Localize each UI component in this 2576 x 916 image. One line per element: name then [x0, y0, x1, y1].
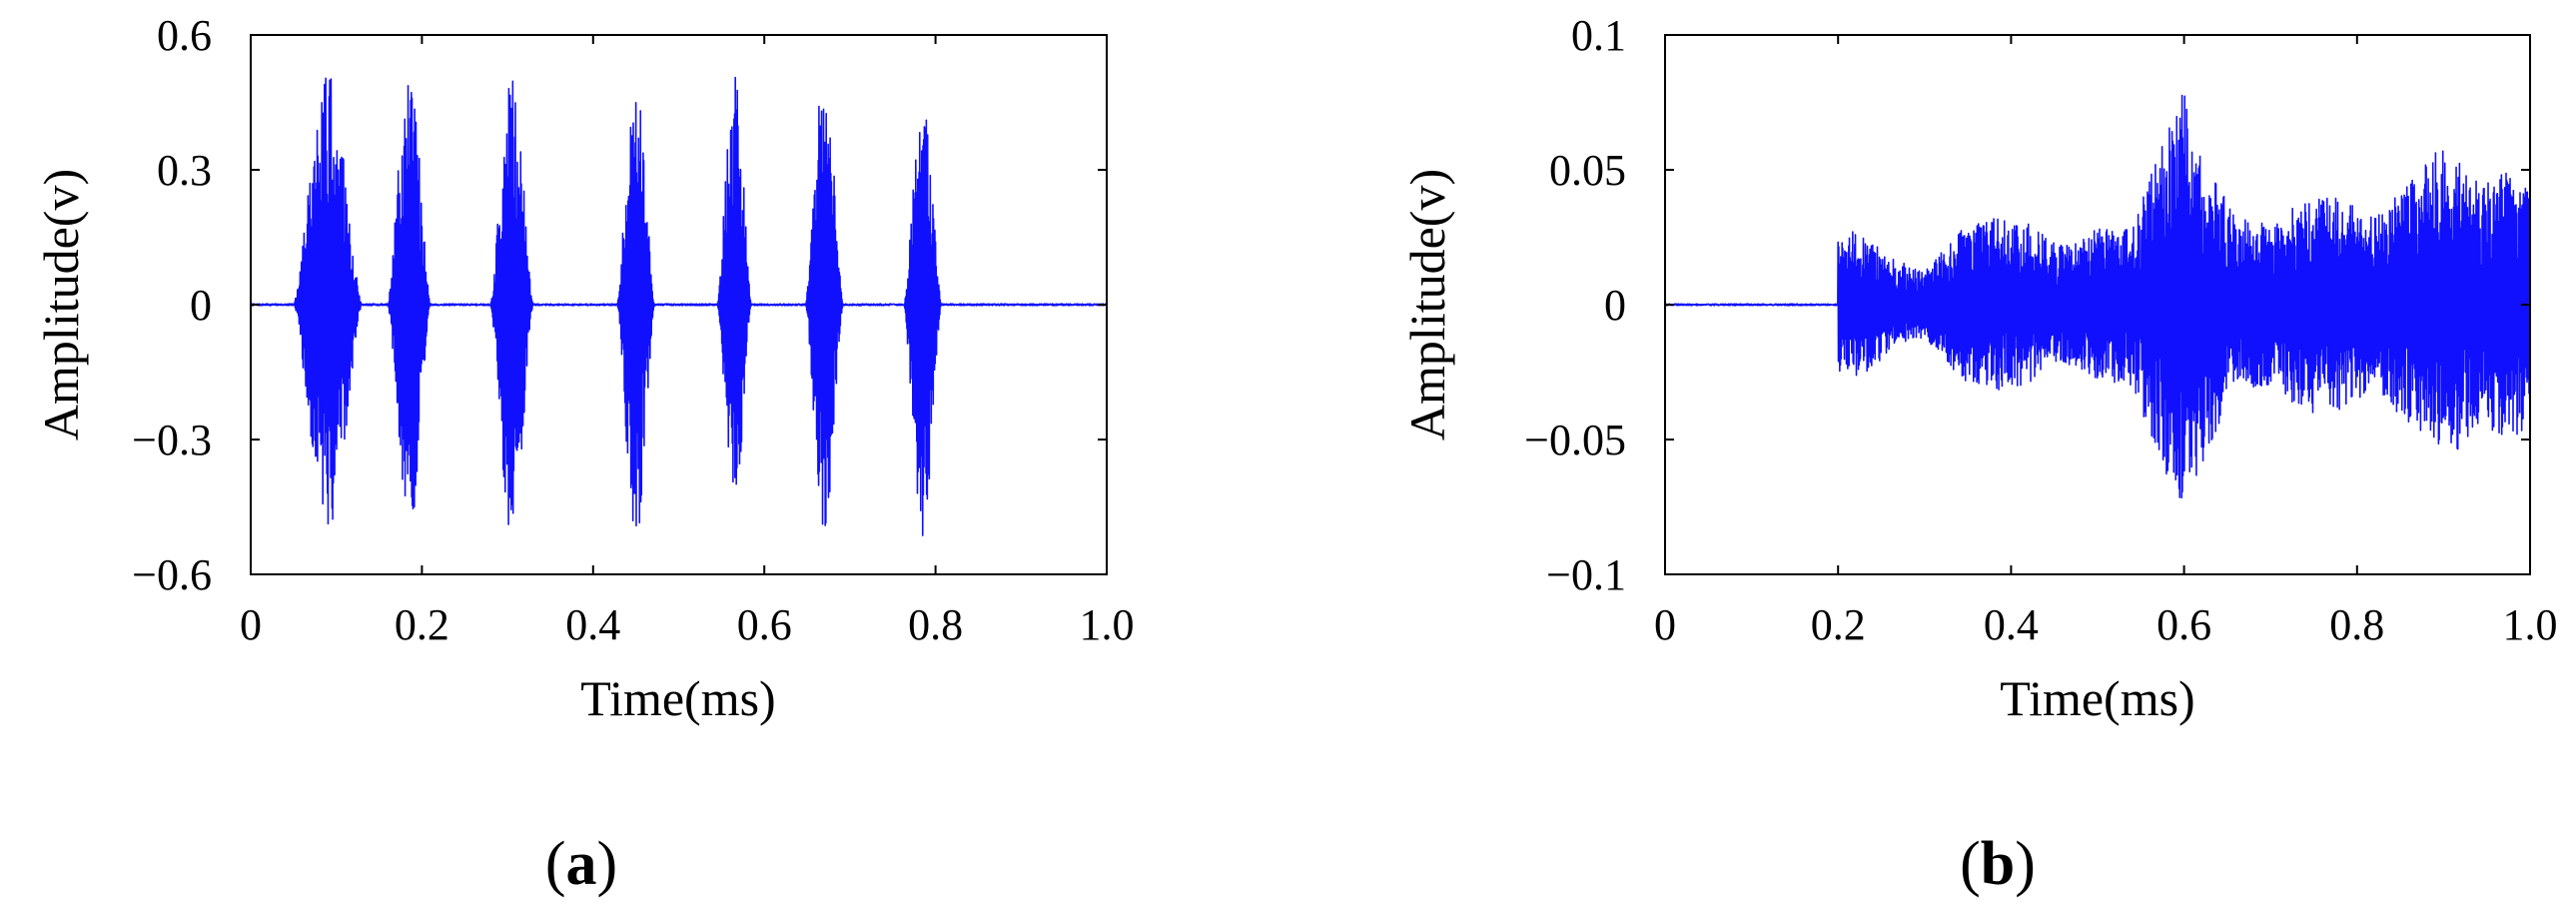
panel-a-ytick-label: −0.6: [132, 550, 212, 599]
panel-b-ytick-label: 0.05: [1549, 146, 1626, 195]
panel-a-label: (a): [545, 830, 617, 898]
panel-b-y-axis-label: Amplitude(v): [1399, 169, 1455, 441]
panel-a-ytick-label: 0.6: [157, 11, 212, 60]
panel-b-ytick-label: −0.1: [1546, 550, 1626, 599]
panel-a-ytick-label: −0.3: [132, 416, 212, 464]
panel-b-xtick-label: 0.4: [1984, 600, 2039, 649]
panel-b-ytick-label: 0: [1604, 281, 1626, 330]
panel-b-signal-trace: [1664, 94, 2531, 499]
panel-b-xtick-label: 0.6: [2156, 600, 2211, 649]
panel-b-xtick-label: 1.0: [2503, 600, 2558, 649]
panel-a-xtick-label: 0.4: [565, 600, 620, 649]
panel-b-chart: 0 0.2 0.4 0.6 0.8 1.0 0.1 0.05 0 −0.05 −…: [1399, 11, 2558, 898]
panel-b-xtick-label: 0.2: [1811, 600, 1866, 649]
panel-a-xtick-label: 1.0: [1080, 600, 1135, 649]
panel-a-x-axis-label: Time(ms): [580, 670, 775, 726]
panel-a-xtick-label: 0.8: [908, 600, 963, 649]
panel-a-y-axis-label: Amplitude(v): [33, 169, 89, 441]
panel-a-chart: 0 0.2 0.4 0.6 0.8 1.0 0.6 0.3 0 −0.3 −0.…: [33, 11, 1135, 898]
panel-a-ytick-label: 0.3: [157, 146, 212, 195]
panel-b-ytick-label: −0.05: [1524, 416, 1626, 464]
panel-a-xtick-label: 0.2: [395, 600, 449, 649]
panel-a-xtick-label: 0: [240, 600, 262, 649]
panel-a-xtick-label: 0.6: [737, 600, 792, 649]
panel-b-xtick-label: 0: [1654, 600, 1676, 649]
panel-b-ytick-label: 0.1: [1571, 11, 1626, 60]
panel-b-xtick-label: 0.8: [2329, 600, 2384, 649]
panel-a-signal-trace: [250, 76, 1108, 536]
panel-b-x-axis-label: Time(ms): [2000, 670, 2194, 726]
panel-b-signal: [1664, 94, 2531, 499]
panel-a-ytick-label: 0: [190, 281, 212, 330]
panel-b-ticks: [1664, 34, 2531, 575]
panel-a-signal: [250, 76, 1108, 536]
panel-a-ticks: [250, 34, 1108, 575]
panel-b-label: (b): [1960, 830, 2036, 898]
